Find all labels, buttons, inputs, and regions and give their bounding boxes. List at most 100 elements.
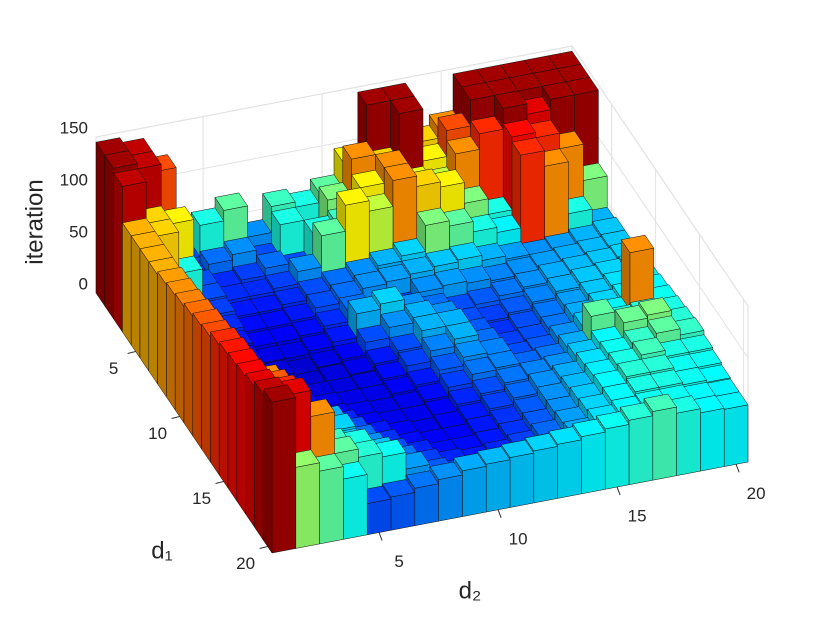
bar-top-face — [453, 453, 487, 472]
x-tick — [497, 509, 502, 518]
bar-top-face — [429, 461, 463, 480]
bar-top-face — [614, 304, 649, 324]
bar-front-face — [295, 462, 320, 549]
bar-top-face — [199, 246, 234, 265]
bar-top-face — [190, 207, 225, 226]
bar-front-face — [462, 465, 487, 517]
bar-top-face — [454, 339, 488, 358]
bar-top-face — [401, 256, 435, 275]
bar-top-face — [625, 373, 660, 393]
z-axis-title: iteration — [21, 179, 48, 264]
bar-top-face — [223, 236, 257, 255]
bar-top-face — [405, 470, 440, 489]
bar-top-face — [572, 418, 606, 437]
x-tick — [378, 532, 383, 541]
bar-left-face — [227, 351, 238, 502]
bar-top-face — [500, 439, 535, 458]
bar-front-face — [700, 408, 725, 472]
bar-front-face — [509, 452, 535, 508]
bar-top-face — [410, 274, 444, 293]
bar-top-face — [377, 263, 412, 283]
bar-left-face — [122, 221, 132, 346]
bar-top-face — [445, 321, 479, 340]
grid-line — [95, 45, 749, 307]
bar-left-face — [139, 247, 150, 372]
bar-left-face — [262, 388, 273, 554]
bar-left-face — [157, 270, 167, 398]
bar-top-face — [381, 479, 416, 498]
y-tick — [215, 481, 224, 484]
bar-left-face — [245, 372, 255, 528]
x-tick — [616, 486, 621, 496]
bar-front-face — [604, 424, 630, 490]
bar-top-face — [425, 248, 459, 267]
bar-top-face — [619, 402, 654, 421]
y-tick — [259, 546, 268, 549]
y-tick — [127, 351, 136, 354]
bar-top-face — [336, 187, 370, 206]
bar-top-face — [113, 168, 147, 187]
x-tick-label: 15 — [628, 507, 647, 526]
z-tick-label: 0 — [79, 274, 88, 293]
y-tick-label: 15 — [192, 489, 211, 508]
bar-top-face — [620, 234, 655, 253]
y-tick — [171, 416, 180, 419]
bar-top-face — [448, 242, 483, 261]
bar-front-face — [343, 474, 368, 540]
z-tick-label: 100 — [60, 170, 88, 189]
y-axis-title: d₁ — [151, 537, 172, 564]
bar-front-face — [676, 408, 701, 476]
bar-top-face — [493, 90, 528, 109]
bar-left-face — [254, 380, 264, 541]
bar-front-face — [557, 439, 582, 499]
bar-top-face — [617, 358, 651, 377]
bar-top-face — [647, 315, 681, 334]
bar-top-face — [104, 150, 138, 169]
y-tick-label: 20 — [236, 554, 255, 573]
bar-front-face — [271, 397, 297, 554]
bar-top-face — [262, 384, 297, 403]
bar-front-face — [533, 446, 558, 504]
bar-top-face — [371, 286, 405, 305]
bar-top-face — [541, 81, 576, 100]
bar-front-face — [485, 459, 511, 513]
x-tick-label: 20 — [747, 484, 766, 503]
bar-top-face — [389, 95, 424, 114]
bar-top-face — [632, 337, 666, 356]
bar-left-face — [192, 312, 202, 450]
x-axis-title: d₂ — [459, 577, 482, 604]
y-tick-label: 5 — [109, 359, 118, 378]
bar-left-face — [130, 234, 141, 359]
y-tick-label: 10 — [148, 424, 167, 443]
bar — [262, 384, 297, 554]
bar-top-face — [476, 446, 511, 465]
bar-top-face — [416, 207, 450, 226]
bar-front-face — [628, 415, 654, 486]
bar-left-face — [236, 362, 246, 515]
bar-top-face — [353, 270, 388, 289]
bar-top-face — [288, 253, 323, 272]
z-tick-label: 150 — [60, 118, 88, 137]
bar-front-face — [414, 483, 439, 527]
bar-front-face — [390, 492, 416, 531]
bar-top-face — [638, 297, 672, 316]
bar-top-face — [643, 393, 678, 412]
bar-front-face — [581, 431, 606, 495]
bar-front-face — [319, 466, 344, 545]
bar-top-face — [347, 295, 382, 315]
bar-left-face — [113, 172, 123, 333]
bar-top-face — [548, 426, 582, 445]
bar-top-face — [392, 238, 427, 257]
bar-left-face — [104, 154, 114, 320]
x-tick — [735, 464, 740, 473]
bar-top-face — [312, 217, 346, 237]
x-tick-label: 5 — [394, 552, 403, 571]
bar-front-face — [438, 474, 463, 522]
z-tick-label: 50 — [69, 222, 88, 241]
bar-left-face — [201, 323, 211, 463]
bar — [714, 391, 749, 468]
x-tick-label: 10 — [509, 529, 528, 548]
bar-top-face — [524, 433, 559, 452]
bar-left-face — [166, 281, 176, 411]
